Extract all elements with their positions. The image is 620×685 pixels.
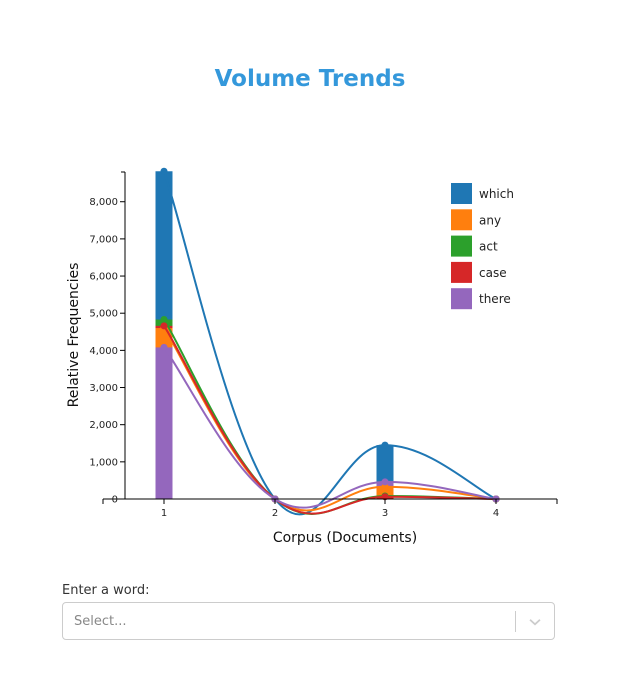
- y-tick-label: 7,000: [89, 234, 118, 245]
- bar-layer: [155, 171, 394, 499]
- x-tick-label: 2: [272, 508, 278, 519]
- legend-swatch-any: [451, 209, 472, 231]
- legend-label-act: act: [479, 240, 498, 254]
- axes-layer: 0 1,000 2,000 3,000 4,000 5,000 6,000 7,000 8,00…: [89, 171, 558, 519]
- y-tick-label: 2,000: [89, 420, 118, 431]
- y-axis-title: Relative Frequencies: [66, 263, 82, 408]
- point-there: [381, 478, 389, 486]
- point-which: [160, 167, 168, 175]
- point-any: [381, 483, 389, 491]
- line-which: [163, 170, 497, 516]
- chart-title: Volume Trends: [214, 66, 406, 92]
- x-tick-label: 1: [161, 508, 167, 519]
- word-input-label: Enter a word:: [62, 583, 150, 598]
- point-act: [160, 316, 168, 324]
- select-separator: [515, 611, 516, 632]
- point-case: [160, 322, 168, 330]
- y-tick-label: 4,000: [89, 346, 118, 357]
- word-select[interactable]: Select...: [62, 602, 555, 640]
- x-axis-title: Corpus (Documents): [273, 530, 417, 546]
- y-tick-label: 1,000: [89, 457, 118, 468]
- y-tick-label: 8,000: [89, 197, 118, 208]
- legend-label-there: there: [479, 292, 511, 306]
- legend-label-case: case: [479, 266, 507, 280]
- legend-label-which: which: [479, 187, 514, 201]
- x-tick-label: 3: [382, 508, 388, 519]
- legend-swatch-act: [451, 235, 472, 257]
- line-there: [163, 346, 497, 509]
- legend-swatch-there: [451, 288, 472, 310]
- point-there: [160, 343, 168, 351]
- y-tick-label: 0: [112, 495, 118, 506]
- y-tick-label: 5,000: [89, 309, 118, 320]
- legend-swatch-which: [451, 183, 472, 204]
- chevron-down-icon[interactable]: [526, 613, 544, 631]
- y-tick-label: 6,000: [89, 272, 118, 283]
- select-placeholder: Select...: [74, 614, 127, 629]
- line-layer: [160, 167, 500, 516]
- y-tick-label: 3,000: [89, 383, 118, 394]
- point-which: [381, 441, 389, 449]
- legend: which any act case there: [451, 183, 514, 310]
- legend-swatch-case: [451, 261, 472, 283]
- volume-trends-chart: 0 1,000 2,000 3,000 4,000 5,000 6,000 7,000 8,00…: [66, 167, 558, 546]
- line-case: [163, 325, 497, 515]
- legend-label-any: any: [479, 213, 501, 227]
- bar-there: [155, 347, 173, 499]
- x-tick-label: 4: [493, 508, 499, 519]
- line-any: [163, 327, 497, 512]
